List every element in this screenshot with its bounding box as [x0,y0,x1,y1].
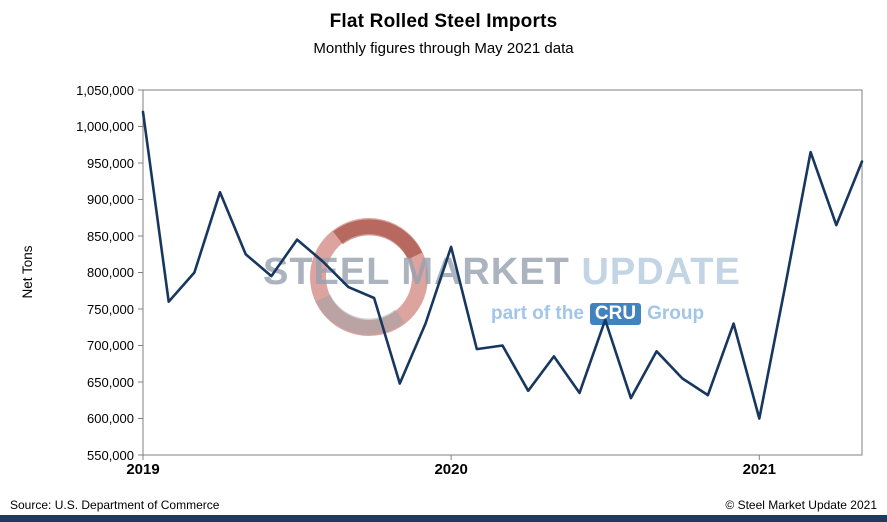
y-tick-label: 1,000,000 [76,119,134,134]
smu-logo-icon [310,218,428,336]
y-tick-label: 650,000 [87,374,134,390]
chart-title: Flat Rolled Steel Imports [329,11,558,32]
watermark-tagline-prefix: part of the [491,303,584,324]
y-tick-label: 750,000 [87,301,134,317]
y-tick-label: 600,000 [87,411,134,426]
footer-bar [0,515,887,522]
y-tick-label: 1,050,000 [76,82,134,98]
y-axis-title: Net Tons [20,245,35,299]
y-tick-label: 950,000 [87,155,134,171]
cru-logo: CRU [589,303,642,325]
y-tick-label: 900,000 [87,192,134,207]
watermark-tagline-suffix: Group [647,303,705,324]
source-note: Source: U.S. Department of Commerce [10,498,220,512]
y-tick-label: 700,000 [87,338,134,353]
chart-subtitle: Monthly figures through May 2021 data [313,40,574,57]
y-tick-label: 550,000 [87,447,134,463]
y-tick-label: 850,000 [87,228,134,244]
x-tick-label: 2020 [434,461,468,478]
copyright-note: © Steel Market Update 2021 [725,498,877,512]
watermark-brand-secondary: UPDATE [581,251,741,293]
watermark-brand: STEEL MARKET UPDATE [263,251,741,294]
footer: Source: U.S. Department of Commerce © St… [0,496,887,514]
watermark-brand-primary: STEEL MARKET [263,251,570,293]
x-tick-label: 2019 [126,461,160,478]
watermark-tagline: part of the CRU Group [491,303,704,325]
x-tick-label: 2021 [742,461,776,478]
y-tick-label: 800,000 [87,265,134,280]
